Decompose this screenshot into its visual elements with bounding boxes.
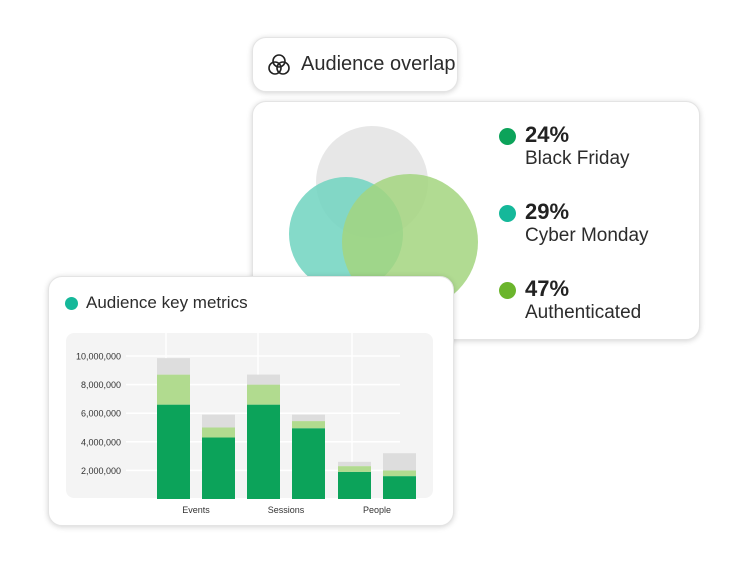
stat-authenticated: 47% Authenticated [499,276,642,324]
legend-dot [499,205,516,222]
card-title: Audience key metrics [65,293,248,313]
bar-segment [338,466,371,472]
venn-icon [268,53,290,75]
stat-percent: 29% [525,199,570,224]
stat-percent: 24% [525,122,570,147]
bar-segment [157,358,190,375]
legend-dot [499,128,516,145]
bar-segment [157,404,190,499]
y-tick-label: 2,000,000 [81,466,121,476]
x-group-label: Sessions [268,505,305,515]
audience-key-metrics-card: Audience key metrics 2,000,000 4,000,000 6… [48,276,454,526]
stat-label: Authenticated [525,302,642,323]
bar-segment [338,471,371,499]
legend-dot [499,282,516,299]
stacked-bar-chart: 2,000,000 4,000,000 6,000,000 8,000,000 10,0… [66,333,433,515]
stat-black-friday: 24% Black Friday [499,122,630,170]
bar-segment [202,414,235,428]
bar-segment [383,470,416,477]
bar-segment [157,374,190,405]
bar-segment [202,427,235,438]
bar-segment [202,437,235,499]
card-title-text: Audience key metrics [86,293,248,312]
bar-segment [338,461,371,467]
y-tick-label: 6,000,000 [81,409,121,419]
stat-cyber-monday: 29% Cyber Monday [499,199,649,247]
audience-overlap-pill[interactable]: Audience overlap [252,37,458,92]
stat-label: Cyber Monday [525,225,649,246]
stat-label: Black Friday [525,148,630,169]
y-tick-label: 4,000,000 [81,437,121,447]
x-group-label: People [363,505,391,515]
bar-segment [247,374,280,385]
stat-percent: 47% [525,276,570,301]
bar-segment [247,404,280,499]
title-dot-icon [65,296,78,310]
y-tick-label: 8,000,000 [81,380,121,390]
bar-segment [383,453,416,471]
bar-segment [292,428,325,499]
bar-segment [292,421,325,429]
pill-label: Audience overlap [301,53,456,75]
bar-segment [292,414,325,422]
y-tick-label: 10,000,000 [76,352,121,362]
x-group-label: Events [182,505,210,515]
bar-segment [247,384,280,405]
bar-segment [383,476,416,499]
